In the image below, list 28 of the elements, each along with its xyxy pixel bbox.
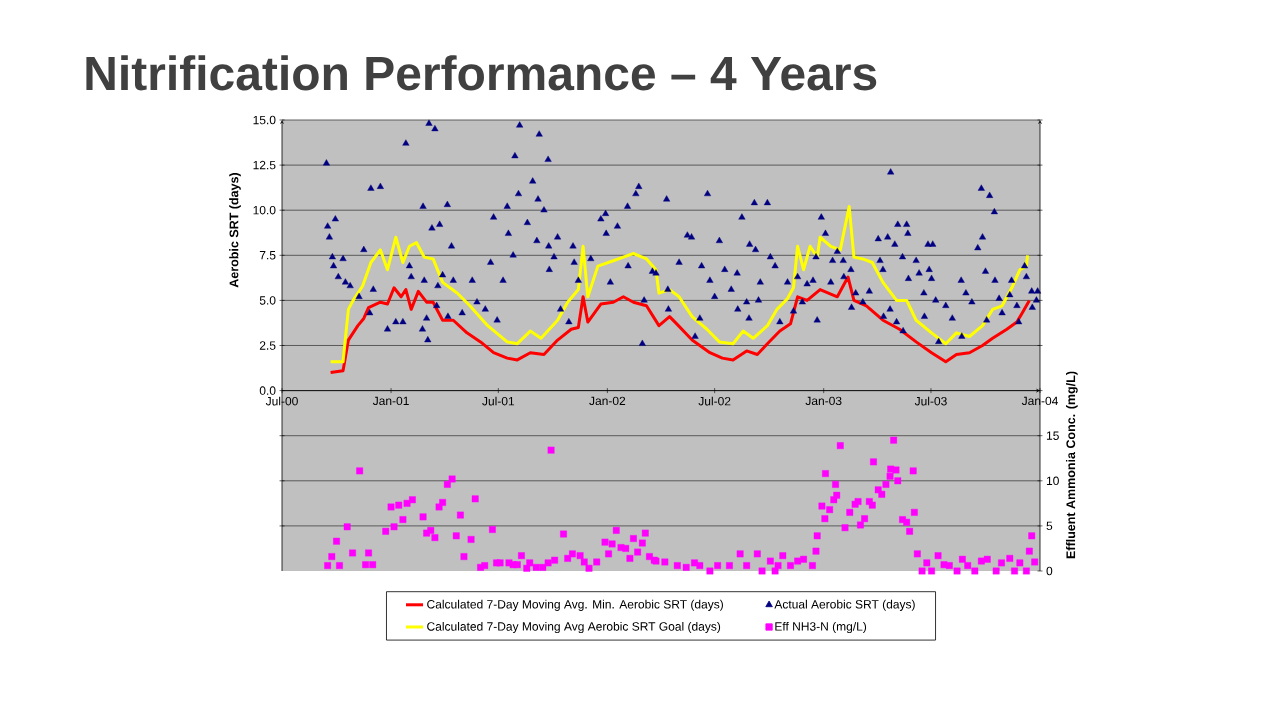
x-tick-label: Jan-01 — [372, 396, 409, 406]
x-tick-label: Jul-00 — [265, 396, 298, 406]
y-axis-title: Aerobic SRT (days) — [229, 173, 241, 288]
y2-tick-label: 5 — [1046, 521, 1053, 531]
y2-tick-label: 0 — [1046, 566, 1053, 576]
legend-label: Calculated 7-Day Moving Avg. Min. Aerobic SRT (days) — [427, 599, 723, 611]
line-series — [329, 275, 1031, 375]
x-tick-label: Jul-03 — [914, 396, 947, 406]
y-tick-label: 15.0 — [253, 115, 276, 125]
x-tick-label: Jul-02 — [698, 396, 731, 406]
chart-title: Nitrification Performance – 4 Years — [86, 55, 877, 91]
x-tick-label: Jan-04 — [1021, 396, 1058, 406]
y2-axis-title: Effluent Ammonia Conc. (mg/L) — [1065, 371, 1078, 559]
y-tick-label: 5.0 — [259, 296, 276, 305]
y2-tick-label: 10 — [1046, 476, 1059, 486]
x-tick-label: Jan-02 — [589, 396, 626, 406]
y-tick-label: 7.5 — [259, 251, 276, 260]
y-tick-label: 10.0 — [253, 205, 276, 215]
legend-label: Eff NH3-N (mg/L) — [775, 621, 867, 634]
legend-label: Actual Aerobic SRT (days) — [774, 599, 915, 611]
y2-tick-label: 15 — [1046, 431, 1059, 440]
legend-label: Calculated 7-Day Moving Avg Aerobic SRT Goal (days) — [427, 621, 721, 634]
y-tick-label: 12.5 — [253, 160, 276, 170]
y-tick-label: 2.5 — [259, 341, 276, 350]
x-tick-label: Jan-03 — [805, 396, 842, 406]
line-series — [329, 205, 1030, 364]
x-tick-label: Jul-01 — [482, 396, 515, 406]
y-tick-label: 0.0 — [259, 386, 276, 395]
